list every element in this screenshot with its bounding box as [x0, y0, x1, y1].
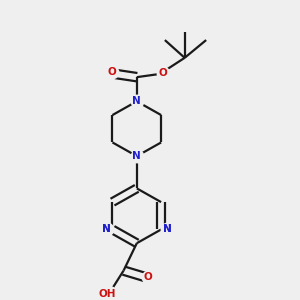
Text: N: N [132, 151, 141, 161]
Text: N: N [102, 224, 111, 235]
Text: N: N [163, 224, 171, 235]
Text: O: O [159, 68, 168, 78]
Text: O: O [108, 67, 116, 77]
Text: N: N [132, 96, 141, 106]
Text: N: N [102, 224, 111, 235]
Text: N: N [163, 224, 171, 235]
Text: OH: OH [99, 289, 116, 299]
Text: O: O [143, 272, 152, 282]
